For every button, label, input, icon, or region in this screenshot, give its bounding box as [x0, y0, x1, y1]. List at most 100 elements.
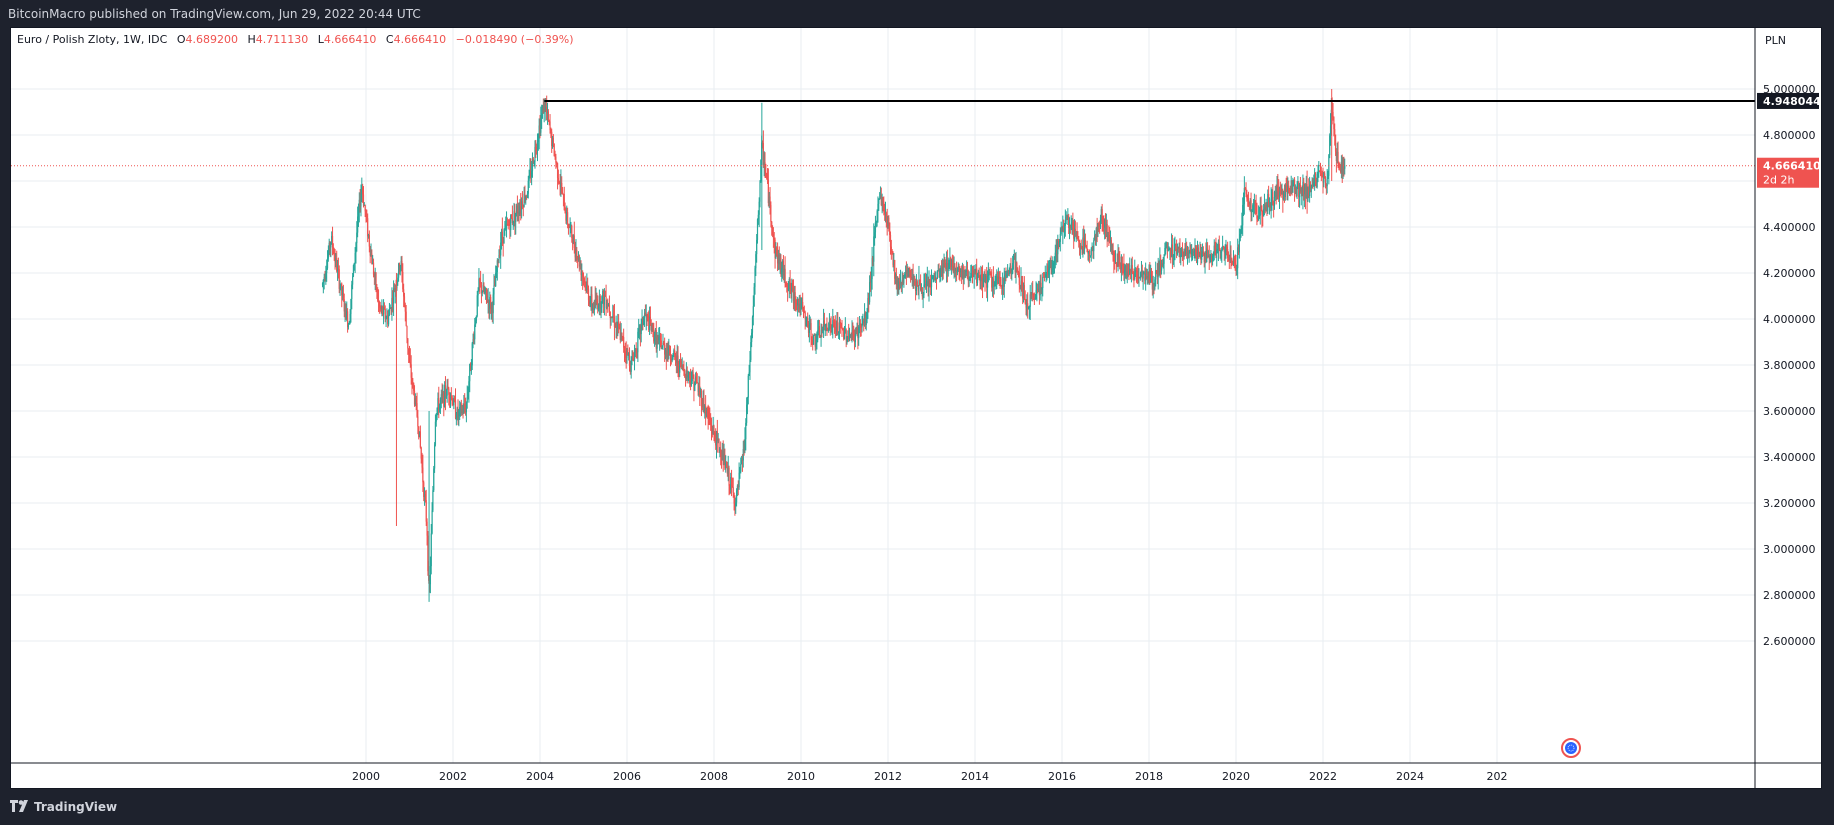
candle-body — [515, 213, 517, 222]
candle-body — [833, 320, 835, 323]
candle-body — [624, 351, 626, 353]
candle-body — [848, 335, 850, 339]
candle-body — [691, 371, 693, 382]
candle-body — [716, 431, 718, 442]
candle-body — [370, 253, 372, 256]
globe-icon[interactable] — [1561, 738, 1581, 758]
candle-body — [513, 210, 515, 221]
candle-body — [735, 490, 738, 503]
candle-body — [1036, 288, 1038, 291]
candle-body — [554, 156, 556, 158]
candle-body — [1084, 239, 1087, 246]
candle-body — [1154, 279, 1156, 290]
candle-body — [646, 315, 648, 317]
candle-body — [1041, 288, 1043, 290]
candle-body — [617, 321, 619, 329]
candle-body — [786, 284, 788, 286]
candle-body — [401, 260, 403, 273]
candle-body — [1248, 203, 1250, 205]
candle-body — [996, 276, 999, 284]
candle-body — [546, 111, 549, 114]
candle-body — [1099, 225, 1101, 227]
candle-body — [362, 194, 365, 206]
candle-body — [571, 225, 573, 238]
candle-body — [932, 276, 934, 278]
candle-body — [1025, 303, 1027, 308]
candle-body — [969, 276, 971, 278]
candle-body — [1255, 204, 1257, 206]
candle-body — [1032, 295, 1035, 299]
candle-body — [345, 304, 347, 320]
candle-body — [481, 292, 483, 294]
time-axis[interactable]: 2000 2002 2004 2006 2008 2010 2012 2014 2016 2018… — [352, 770, 1508, 783]
candle-body — [1271, 192, 1273, 199]
candle-body — [331, 235, 333, 243]
candle-body — [424, 493, 426, 500]
candle-body — [432, 490, 434, 511]
candle-body — [328, 242, 330, 253]
candle-body — [1048, 262, 1051, 270]
candle-body — [907, 270, 909, 277]
candle-body — [1058, 241, 1060, 243]
candle-body — [503, 229, 505, 244]
price-axis[interactable]: 2.600000 2.800000 3.000000 3.200000 3.400000… — [1757, 83, 1821, 648]
candle-body — [778, 254, 780, 265]
candle-body — [622, 336, 624, 338]
candle-body — [336, 258, 338, 272]
candle-body — [441, 394, 443, 396]
candle-body — [365, 211, 367, 216]
candle-body — [1109, 235, 1111, 243]
candle-body — [1037, 290, 1040, 292]
candle-body — [1207, 255, 1209, 257]
candle-body — [594, 300, 596, 306]
candle-body — [1227, 249, 1229, 258]
horizontal-line-price-tag — [1757, 92, 1819, 109]
candle-body — [688, 372, 690, 376]
candle-body — [1280, 191, 1282, 194]
candle-body — [1077, 236, 1079, 241]
candle-body — [1105, 223, 1107, 232]
candle-body — [416, 403, 418, 417]
candle-body — [335, 258, 337, 263]
candle-body — [469, 364, 471, 382]
chart-container[interactable]: 2.600000 2.800000 3.000000 3.200000 3.400000… — [10, 27, 1822, 789]
candle-body — [1241, 225, 1243, 230]
candle-body — [925, 281, 928, 286]
candle-body — [804, 312, 806, 319]
candle-body — [963, 271, 965, 279]
candle-body — [715, 431, 718, 446]
candle-body — [790, 288, 792, 292]
candle-body — [906, 270, 908, 274]
candle-body — [801, 302, 803, 304]
time-tick-label: 2012 — [874, 770, 902, 783]
candle-body — [457, 408, 459, 417]
candle-body — [1252, 203, 1255, 206]
candle-body — [1132, 273, 1134, 275]
candle-body — [1109, 240, 1112, 243]
candle-body — [695, 376, 698, 383]
candle-body — [532, 158, 534, 164]
chart-annotations — [11, 99, 1755, 167]
candle-body — [485, 288, 487, 293]
candlestick-chart[interactable]: 2.600000 2.800000 3.000000 3.200000 3.400000… — [11, 28, 1821, 788]
candle-body — [551, 131, 553, 146]
candle-body — [351, 284, 353, 299]
candle-body — [1302, 181, 1304, 196]
price-tick-label: 3.200000 — [1763, 497, 1816, 510]
candle-body — [976, 277, 979, 283]
candle-body — [1114, 261, 1116, 263]
candle-body — [799, 303, 801, 310]
candle-body — [547, 111, 549, 122]
candle-body — [447, 386, 449, 389]
candle-body — [540, 118, 542, 133]
candle-body — [1321, 174, 1323, 176]
candle-body — [357, 212, 360, 217]
candle-body — [865, 319, 867, 326]
candle-body — [367, 218, 369, 237]
candle-body — [643, 317, 645, 325]
candle-body — [730, 477, 732, 490]
candle-body — [644, 312, 647, 317]
candle-body — [1099, 217, 1102, 227]
candle-body — [1293, 179, 1296, 190]
candle-body — [1176, 247, 1179, 255]
